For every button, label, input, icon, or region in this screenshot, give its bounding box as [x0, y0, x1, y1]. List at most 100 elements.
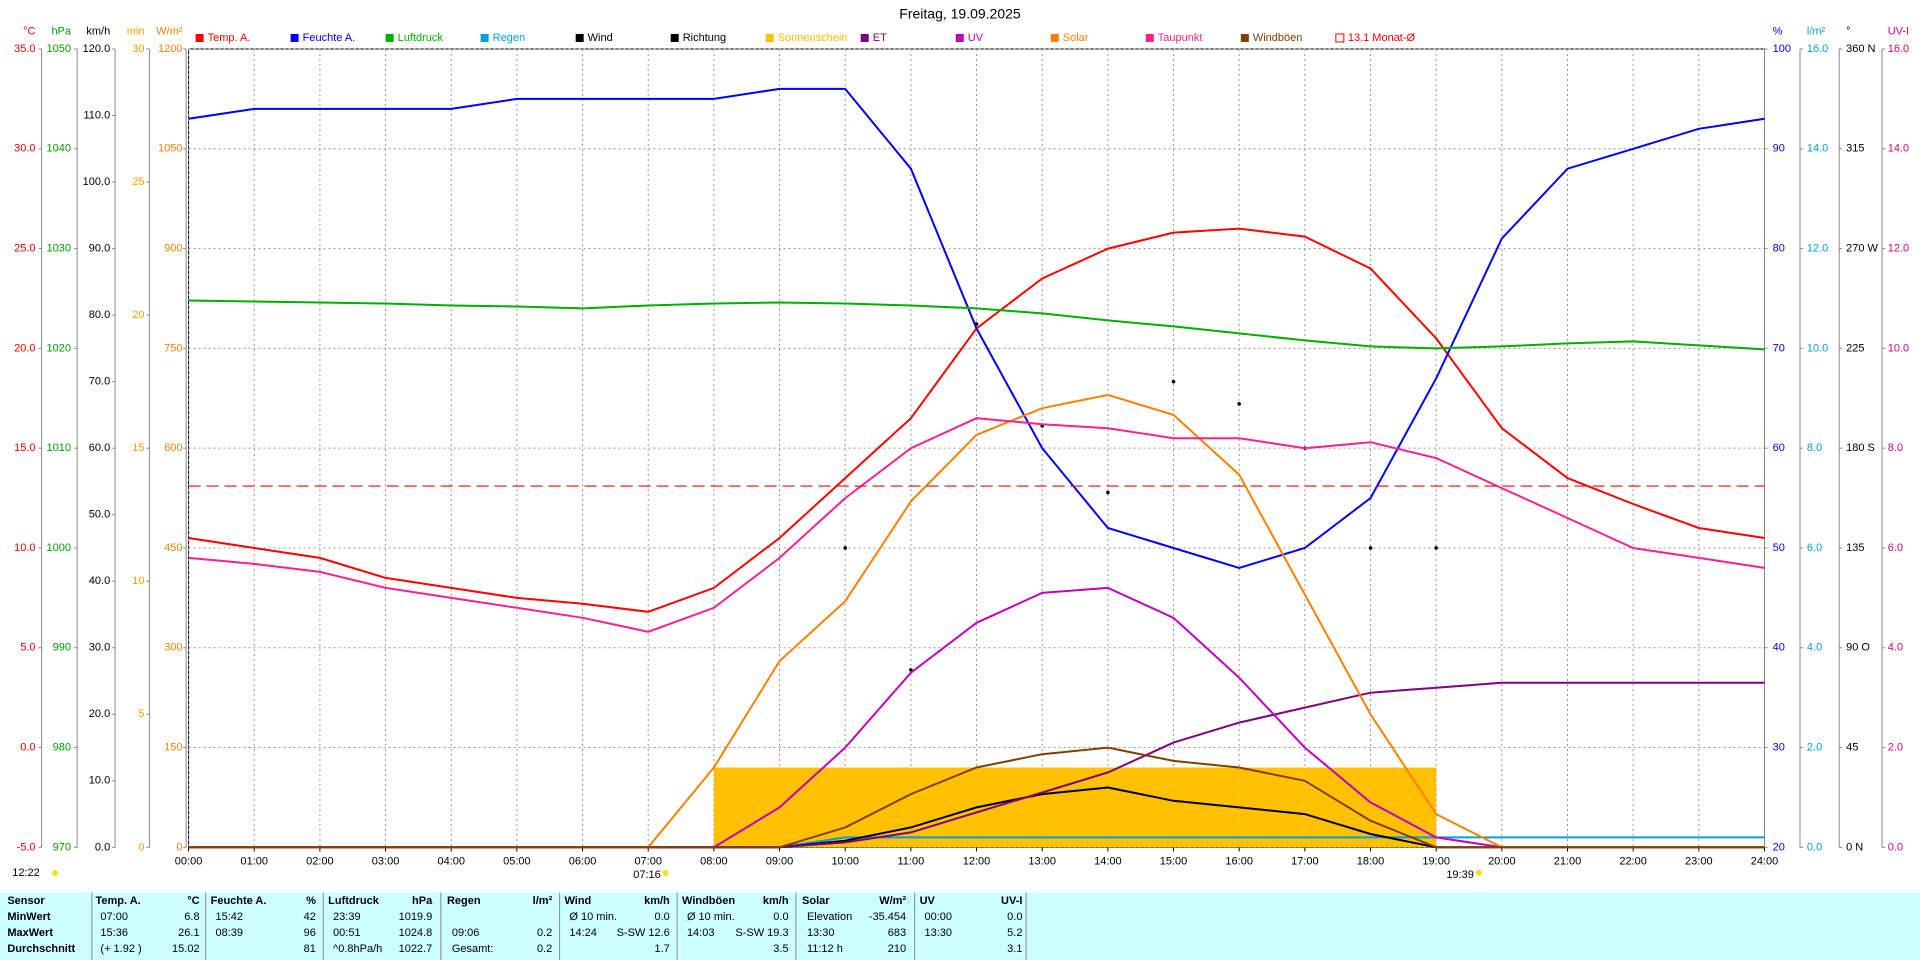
- table-header: Luftdruck: [328, 895, 380, 907]
- table-unit: l/m²: [533, 895, 553, 907]
- x-tick-label: 12:00: [963, 855, 991, 867]
- table-value: -35.454: [869, 911, 906, 923]
- day-length: 12:22: [12, 867, 40, 879]
- y-tick-label: 30.0: [14, 143, 35, 155]
- series-line: [188, 746, 1765, 849]
- y-tick-label: 1040: [47, 143, 71, 155]
- table-value: 0.0: [654, 911, 669, 923]
- y-tick-label: 150: [164, 741, 182, 753]
- direction-dot: [1237, 402, 1241, 406]
- x-tick-label: 21:00: [1554, 855, 1582, 867]
- y-tick-label: 4.0: [1888, 642, 1903, 654]
- y-tick-label: 15.0: [14, 442, 35, 454]
- legend-swatch: [385, 33, 394, 42]
- table-value: 1024.8: [399, 927, 433, 939]
- y-tick-label: 5.0: [20, 642, 35, 654]
- legend-swatch: [955, 33, 964, 42]
- table-value: 1019.9: [399, 911, 433, 923]
- y-tick-label: 0: [138, 841, 144, 853]
- y-tick-label: 90.0: [89, 242, 110, 254]
- x-tick-label: 06:00: [569, 855, 597, 867]
- y-tick-label: 20.0: [14, 342, 35, 354]
- row-label: MinWert: [7, 911, 51, 923]
- series-line: [188, 87, 1765, 569]
- y-tick-label: 900: [164, 242, 182, 254]
- row-label: Durchschnitt: [7, 943, 75, 955]
- y-tick-label: 600: [164, 442, 182, 454]
- legend-swatch: [860, 33, 869, 42]
- table-cell: 15:42: [216, 911, 244, 923]
- table-value: 3.5: [773, 943, 788, 955]
- legend-label: Sonnenschein: [778, 32, 848, 44]
- y-tick-label: 20.0: [89, 708, 110, 720]
- y-tick-label: 15: [132, 442, 144, 454]
- table-cell: 07:00: [100, 911, 128, 923]
- direction-dot: [974, 322, 979, 326]
- table-cell: Ø 10 min.: [687, 911, 735, 923]
- table-cell: Ø 10 min.: [569, 911, 617, 923]
- y-tick-label: 1050: [47, 43, 71, 55]
- direction-dot: [1368, 546, 1373, 550]
- y-tick-label: 1050: [158, 143, 182, 155]
- y-tick-label: 20: [1773, 841, 1785, 853]
- y-tick-label: 12.0: [1888, 242, 1909, 254]
- y-tick-label: 315: [1846, 143, 1864, 155]
- y-tick-label: 25: [132, 176, 144, 188]
- y-tick-label: 10.0: [14, 542, 35, 554]
- y-tick-label: 80: [1773, 242, 1785, 254]
- x-tick-label: 15:00: [1160, 855, 1188, 867]
- y-tick-label: 10.0: [1888, 342, 1909, 354]
- y-tick-label: 90: [1773, 143, 1785, 155]
- y-tick-label: 50: [1773, 542, 1785, 554]
- y-tick-label: 14.0: [1807, 143, 1828, 155]
- table-cell: 00:51: [333, 927, 361, 939]
- table-header: Solar: [802, 895, 830, 907]
- sunshine-bar: [910, 767, 977, 848]
- table-header: Wind: [564, 895, 591, 907]
- table-cell: 15:36: [100, 927, 128, 939]
- y-tick-label: 1000: [47, 542, 71, 554]
- y-tick-label: 360 N: [1846, 43, 1875, 55]
- legend-label: Feuchte A.: [303, 32, 356, 44]
- y-tick-label: 990: [53, 642, 71, 654]
- x-tick-label: 00:00: [175, 855, 203, 867]
- table-header: Feuchte A.: [211, 895, 267, 907]
- y-tick-label: 225: [1846, 342, 1864, 354]
- y-tick-label: 1200: [158, 43, 182, 55]
- x-tick-label: 23:00: [1685, 855, 1713, 867]
- legend-label: Regen: [493, 32, 525, 44]
- table-cell: 08:39: [216, 927, 244, 939]
- x-tick-label: 07:00: [634, 855, 662, 867]
- table-value: S-SW 19.3: [735, 927, 788, 939]
- y-tick-label: 0.0: [95, 841, 110, 853]
- table-cell: Elevation: [807, 911, 852, 923]
- direction-dot: [1171, 379, 1176, 384]
- x-tick-label: 14:00: [1094, 855, 1122, 867]
- sunshine-bar: [713, 767, 780, 848]
- y-tick-label: 20: [132, 309, 144, 321]
- y-tick-label: 270 W: [1846, 242, 1878, 254]
- table-value: 6.8: [184, 911, 199, 923]
- y-tick-label: 16.0: [1888, 43, 1909, 55]
- direction-dot: [843, 546, 848, 550]
- sunshine-bar: [1042, 767, 1108, 848]
- y-tick-label: 750: [164, 342, 182, 354]
- y-tick-label: 110.0: [83, 109, 110, 121]
- x-tick-label: 24:00: [1751, 855, 1779, 867]
- x-tick-label: 20:00: [1488, 855, 1516, 867]
- legend-swatch: [1240, 33, 1249, 42]
- y-tick-label: 120.0: [83, 43, 111, 55]
- y-tick-label: 1030: [47, 242, 71, 254]
- sunshine-bar: [1107, 767, 1174, 848]
- direction-dot: [1106, 490, 1110, 495]
- sun-time: 19:39: [1446, 869, 1474, 881]
- row-label: MaxWert: [7, 927, 53, 939]
- legend-swatch: [290, 33, 299, 42]
- table-header: Sensor: [7, 895, 45, 907]
- legend-swatch: [1050, 33, 1059, 42]
- y-tick-label: 60: [1773, 442, 1785, 454]
- axis-unit: l/m²: [1807, 26, 1826, 38]
- y-tick-label: 14.0: [1888, 143, 1909, 155]
